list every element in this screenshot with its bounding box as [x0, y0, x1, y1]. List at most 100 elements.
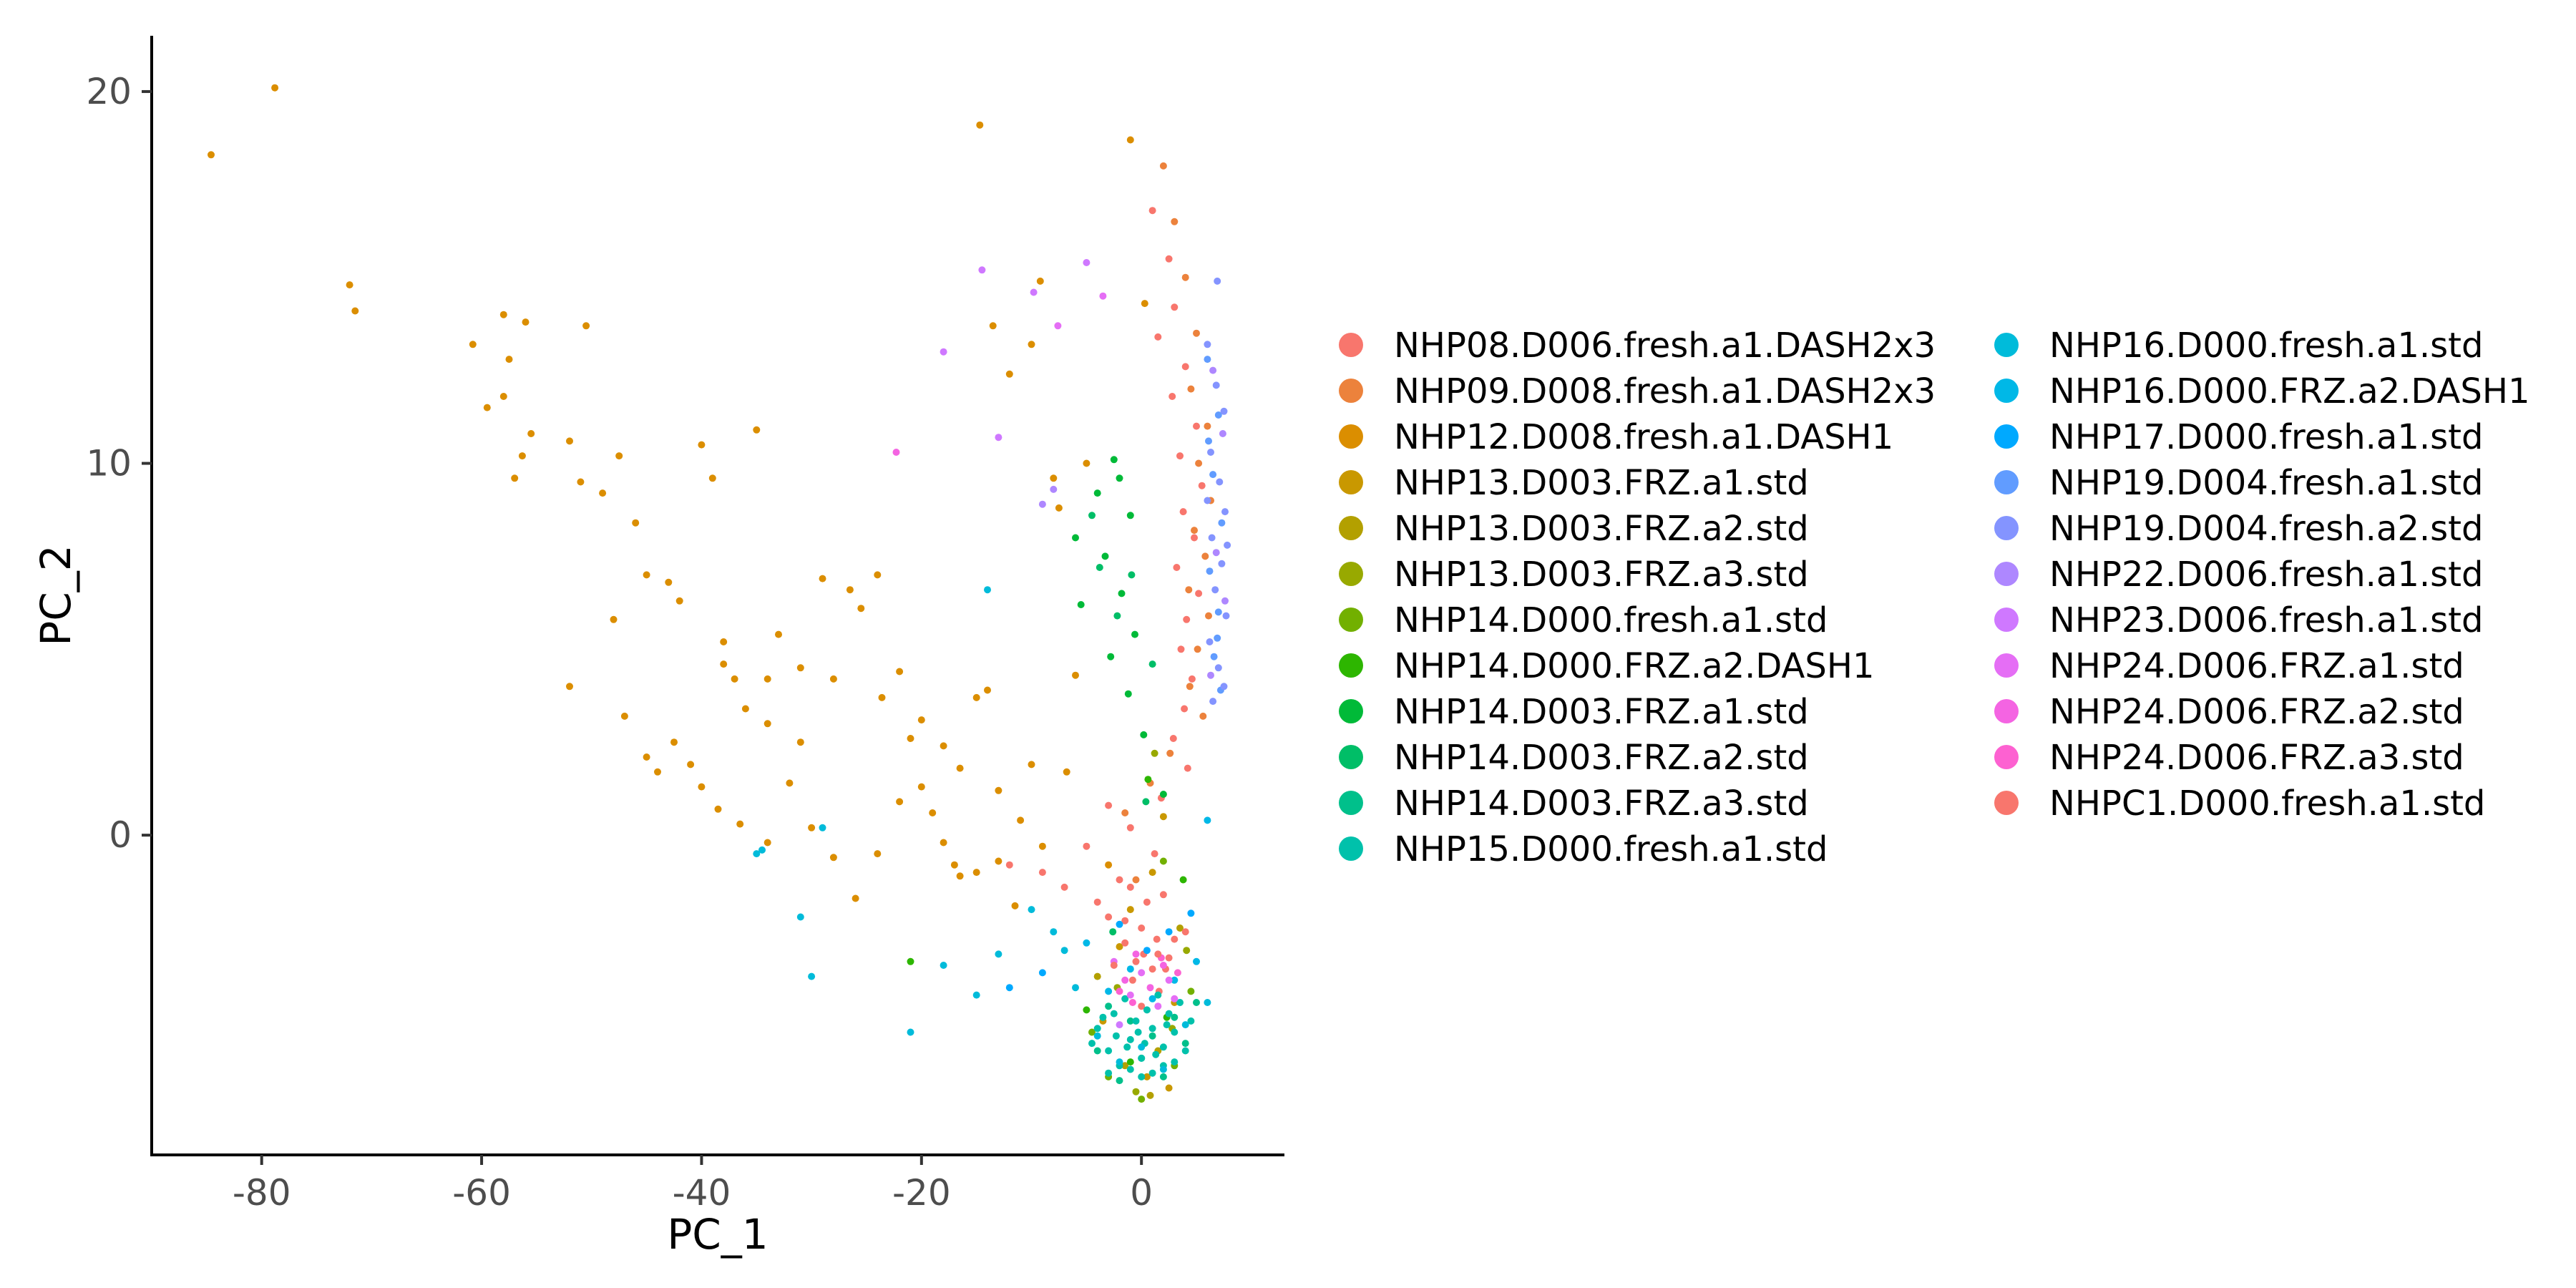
data-point: [687, 761, 695, 769]
legend-item: NHP17.D000.fresh.a1.std: [1994, 417, 2483, 457]
series-points: [1054, 292, 1179, 1010]
legend-item: NHP14.D000.FRZ.a2.DASH1: [1339, 646, 1874, 686]
data-point: [499, 393, 507, 400]
data-point: [1198, 482, 1206, 489]
data-point: [1165, 928, 1173, 936]
data-point: [1177, 645, 1185, 653]
data-point: [829, 675, 837, 683]
data-point: [972, 693, 980, 701]
data-point: [1128, 571, 1136, 579]
legend-item: NHP13.D003.FRZ.a3.std: [1339, 555, 1809, 595]
data-point: [972, 869, 980, 877]
data-point: [1151, 749, 1158, 757]
data-point: [995, 857, 1002, 865]
data-point: [1093, 1025, 1101, 1033]
data-point: [1134, 1028, 1142, 1036]
legend-key: [1994, 745, 2019, 769]
data-point: [1116, 1077, 1123, 1085]
x-tick-label: -20: [892, 1172, 951, 1214]
data-point: [1173, 564, 1181, 571]
data-point: [599, 489, 607, 497]
data-point: [989, 322, 997, 330]
series-points: [907, 776, 1187, 1066]
legend-key: [1339, 699, 1363, 723]
data-point: [518, 452, 526, 460]
data-point: [1185, 586, 1193, 594]
legend-label: NHPC1.D000.fresh.a1.std: [2049, 784, 2485, 824]
data-point: [1121, 1062, 1129, 1070]
legend-label: NHP08.D006.fresh.a1.DASH2x3: [1394, 326, 1936, 366]
data-point: [1138, 1073, 1146, 1080]
legend-label: NHP14.D000.fresh.a1.std: [1394, 600, 1828, 640]
data-point: [1179, 508, 1187, 516]
data-point: [1072, 671, 1079, 679]
data-point: [808, 824, 816, 831]
data-point: [1005, 984, 1013, 992]
data-point: [1110, 962, 1118, 969]
data-point: [1142, 798, 1150, 806]
data-point: [1187, 987, 1195, 995]
data-point: [1181, 1021, 1189, 1029]
data-point: [1153, 935, 1161, 943]
data-point: [1128, 976, 1136, 984]
data-point: [878, 693, 886, 701]
data-point: [1105, 987, 1113, 995]
data-point: [1105, 913, 1113, 921]
legend-key: [1339, 836, 1363, 861]
legend-key: [1994, 791, 2019, 815]
data-point: [1083, 259, 1091, 266]
legend-key: [1339, 379, 1363, 403]
data-point: [1121, 939, 1129, 947]
data-point: [1195, 590, 1203, 597]
data-point: [1063, 768, 1070, 776]
legend-label: NHP16.D000.fresh.a1.std: [2049, 326, 2483, 366]
data-point: [1171, 218, 1179, 225]
legend-key: [1994, 562, 2019, 586]
data-point: [1218, 560, 1226, 567]
data-point: [1132, 876, 1140, 884]
data-point: [720, 638, 728, 645]
data-point: [1206, 567, 1214, 575]
data-point: [1214, 664, 1222, 672]
data-point: [1101, 552, 1109, 560]
legend-label: NHP13.D003.FRZ.a2.std: [1394, 509, 1809, 549]
y-tick-label: 20: [86, 71, 132, 112]
legend-item: NHP14.D003.FRZ.a3.std: [1339, 784, 1809, 824]
legend-key: [1339, 791, 1363, 815]
legend-key: [1339, 516, 1363, 540]
data-point: [351, 307, 359, 315]
data-point: [1191, 534, 1198, 542]
data-point: [940, 839, 947, 847]
data-point: [1195, 459, 1203, 467]
data-point: [1181, 705, 1189, 713]
data-point: [892, 449, 900, 456]
data-point: [670, 738, 678, 746]
data-point: [1138, 1054, 1146, 1062]
data-point: [917, 716, 925, 724]
data-point: [1154, 950, 1162, 958]
data-point: [753, 850, 761, 858]
data-point: [1126, 512, 1134, 519]
data-point: [1209, 471, 1217, 479]
data-point: [1171, 995, 1179, 1002]
series-points: [1099, 813, 1179, 1092]
data-point: [1011, 902, 1019, 909]
data-point: [984, 586, 991, 594]
data-point: [1204, 816, 1211, 824]
data-point: [1187, 909, 1195, 917]
data-point: [1123, 1043, 1131, 1051]
data-point: [1054, 322, 1062, 330]
data-point: [1152, 1050, 1160, 1058]
data-point: [1083, 939, 1091, 947]
legend-key: [1339, 470, 1363, 494]
data-point: [1212, 381, 1220, 389]
data-point: [972, 991, 980, 999]
data-point: [1214, 277, 1221, 285]
legend-key: [1339, 653, 1363, 678]
data-point: [1148, 207, 1156, 215]
data-point: [808, 972, 816, 980]
data-point: [1138, 969, 1146, 977]
data-point: [907, 957, 914, 965]
legend-key: [1339, 745, 1363, 769]
